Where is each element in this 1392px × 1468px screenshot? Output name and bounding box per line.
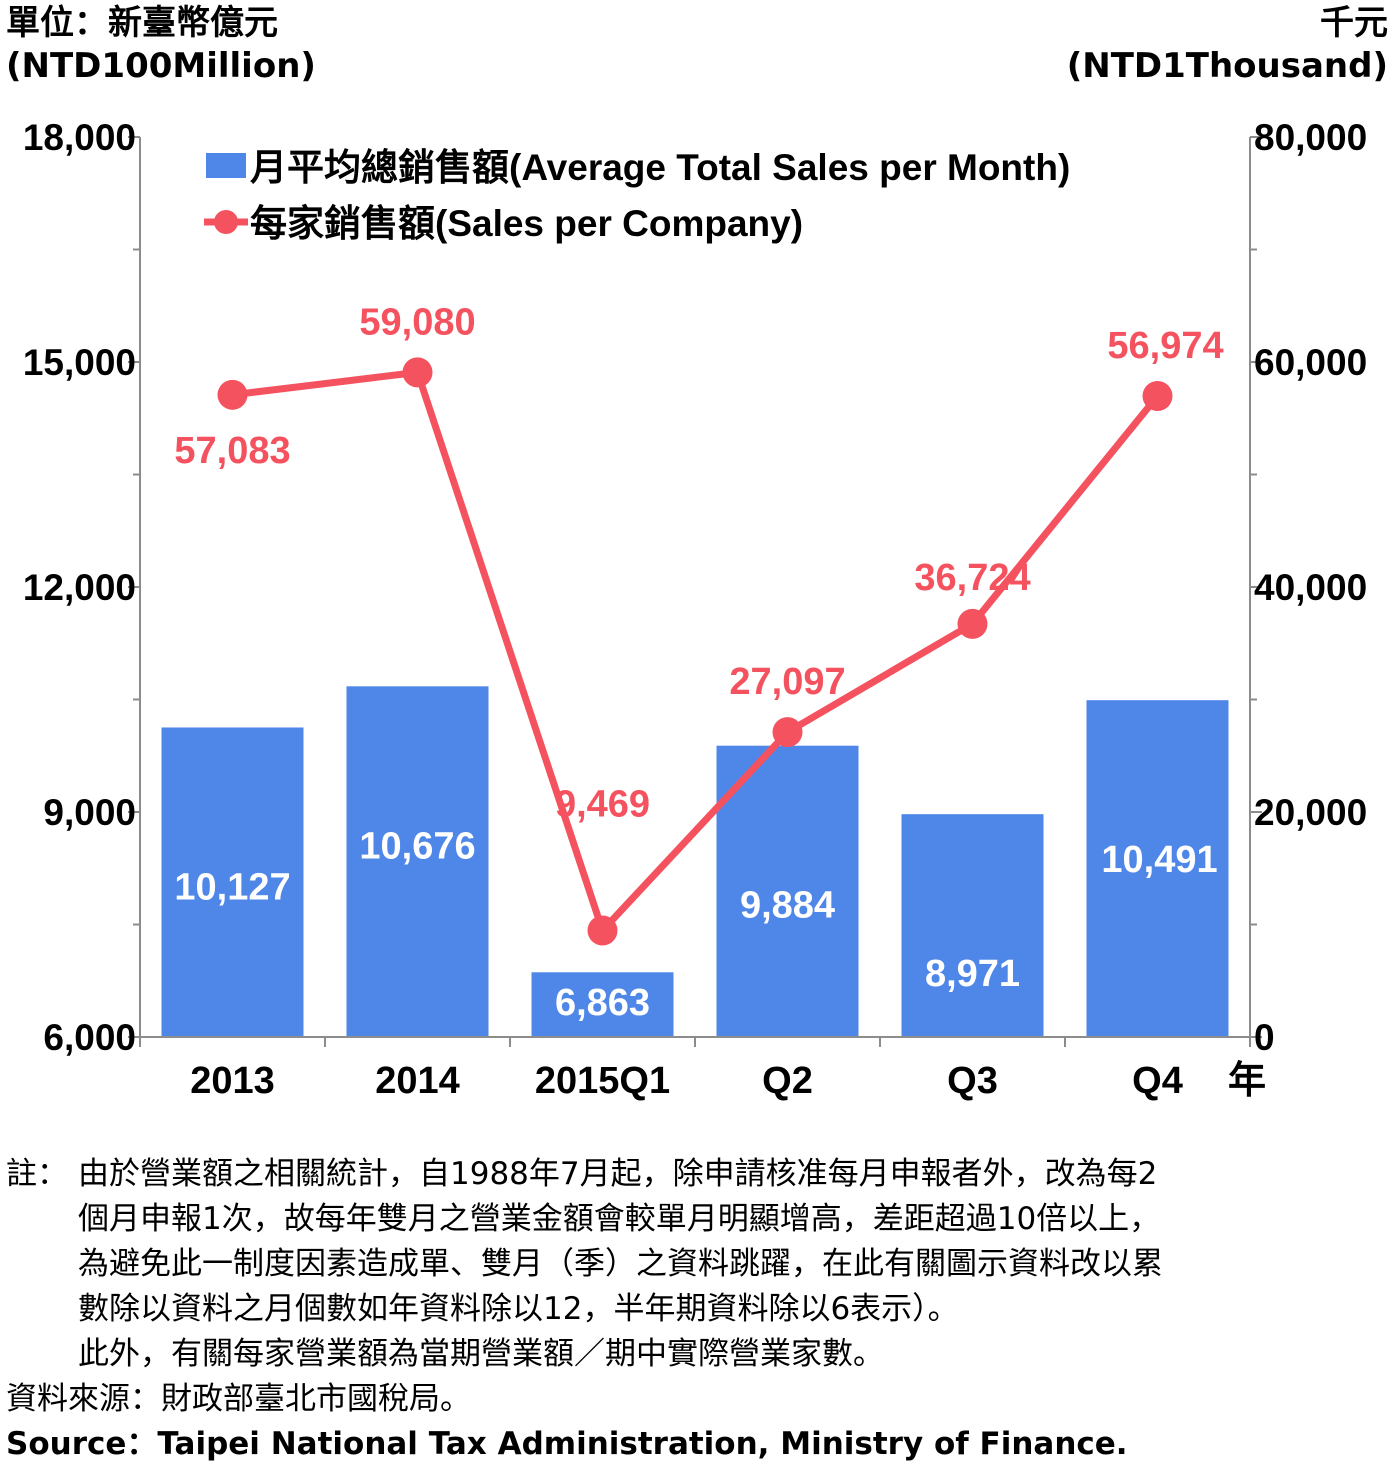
left-tick-label: 15,000 bbox=[23, 342, 136, 383]
bar-q4 bbox=[1086, 700, 1229, 1037]
note-line-2: 個月申報1次，故每年雙月之營業金額會較單月明顯增高，差距超過10倍以上， bbox=[78, 1201, 1161, 1237]
bar-value-label: 8,971 bbox=[925, 953, 1020, 995]
x-axis-unit: 年 bbox=[1228, 1060, 1266, 1102]
left-tick-label: 9,000 bbox=[43, 792, 136, 833]
bar-2013 bbox=[161, 727, 304, 1037]
left-tick-label: 12,000 bbox=[23, 567, 136, 608]
note-line-1: 由於營業額之相關統計，自1988年7月起，除申請核准每月申報者外，改為每2 bbox=[78, 1156, 1158, 1192]
note-prefix: 註： bbox=[6, 1156, 68, 1192]
line-value-label: 59,080 bbox=[359, 301, 475, 343]
bar-q3 bbox=[901, 814, 1044, 1037]
source-en: Source：Taipei National Tax Administratio… bbox=[6, 1426, 1128, 1462]
right-axis-unit-en: (NTD1Thousand) bbox=[1066, 45, 1388, 86]
line-point-2014 bbox=[402, 357, 433, 388]
line-value-label: 9,469 bbox=[555, 783, 650, 825]
note-line-5: 此外，有關每家營業額為當期營業額／期中實際營業家數。 bbox=[78, 1336, 884, 1372]
bar-2015q1 bbox=[531, 972, 674, 1037]
bar-value-label: 10,491 bbox=[1101, 839, 1217, 881]
line-point-q3 bbox=[957, 608, 988, 639]
bar-2014 bbox=[346, 686, 489, 1037]
legend-label-line: 每家銷售額(Sales per Company) bbox=[250, 203, 803, 244]
left-axis-unit-en: (NTD100Million) bbox=[6, 45, 316, 86]
left-axis-unit: 單位：新臺幣億元 (NTD100Million) bbox=[6, 2, 316, 87]
line-value-label: 27,097 bbox=[729, 661, 845, 703]
left-axis-unit-zh: 單位：新臺幣億元 bbox=[6, 3, 278, 43]
left-tick-label: 6,000 bbox=[43, 1017, 136, 1058]
note-line-3: 為避免此一制度因素造成單、雙月（季）之資料跳躍，在此有關圖示資料改以累 bbox=[78, 1246, 1163, 1282]
line-point-q4 bbox=[1142, 381, 1173, 412]
bar-value-label: 10,127 bbox=[174, 866, 290, 908]
right-axis-unit-zh: 千元 bbox=[1320, 3, 1388, 43]
x-tick-label: 2013 bbox=[190, 1060, 275, 1102]
line-point-q2 bbox=[772, 717, 803, 748]
bar-value-label: 10,676 bbox=[359, 825, 475, 867]
right-tick-label: 0 bbox=[1254, 1017, 1275, 1058]
legend-label-bar: 月平均總銷售額(Average Total Sales per Month) bbox=[250, 147, 1070, 188]
note-line-4: 數除以資料之月個數如年資料除以12，半年期資料除以6表示）。 bbox=[78, 1291, 959, 1327]
combo-chart: 6,000 9,000 12,000 15,000 18,000 0 20,000 40,00… bbox=[23, 117, 1367, 1102]
legend-swatch-marker bbox=[214, 210, 238, 234]
legend-swatch-bar bbox=[206, 153, 246, 178]
bar-q2 bbox=[716, 745, 859, 1037]
left-tick-label: 18,000 bbox=[23, 117, 136, 158]
bar-value-label: 6,863 bbox=[555, 982, 650, 1024]
right-axis-unit: 千元 (NTD1Thousand) bbox=[1067, 2, 1388, 87]
x-tick-label: 2014 bbox=[375, 1060, 460, 1102]
right-tick-label: 40,000 bbox=[1254, 567, 1367, 608]
right-tick-label: 20,000 bbox=[1254, 792, 1367, 833]
x-tick-label: Q2 bbox=[762, 1060, 813, 1102]
line-point-2013 bbox=[217, 379, 248, 410]
line-point-2015q1 bbox=[587, 915, 618, 946]
line-value-label: 56,974 bbox=[1107, 325, 1223, 367]
x-tick-label: 2015Q1 bbox=[535, 1060, 670, 1102]
right-tick-label: 80,000 bbox=[1254, 117, 1367, 158]
sales-per-company-line bbox=[232, 368, 1161, 934]
right-tick-label: 60,000 bbox=[1254, 342, 1367, 383]
x-tick-label: Q4 bbox=[1132, 1060, 1183, 1102]
source-zh: 資料來源：財政部臺北市國稅局。 bbox=[6, 1381, 471, 1417]
bar-value-label: 9,884 bbox=[740, 885, 835, 927]
line-value-label: 36,724 bbox=[914, 557, 1030, 599]
line-value-label: 57,083 bbox=[174, 430, 290, 472]
x-tick-label: Q3 bbox=[947, 1060, 998, 1102]
